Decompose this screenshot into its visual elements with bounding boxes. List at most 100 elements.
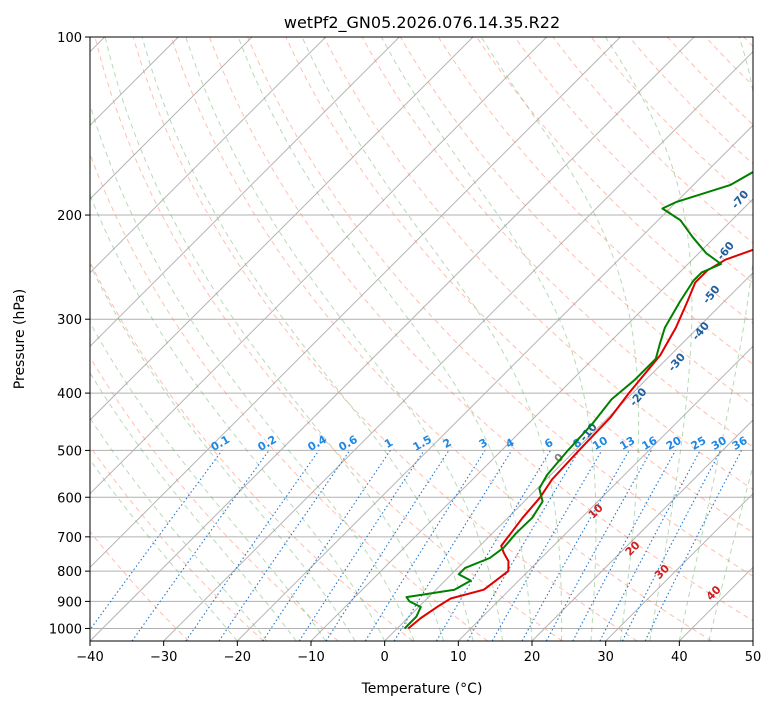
mixing-ratio-line [467,450,580,641]
y-tick-label: 200 [57,209,82,224]
moist-adiabat [605,37,693,641]
dry-adiabat [132,37,638,641]
y-axis-label: Pressure (hPa) [12,289,28,389]
mixing-ratio-line [90,450,223,631]
moist-adiabat [90,193,386,641]
dry-adiabat [514,37,753,284]
moist-adiabat [104,37,445,641]
x-tick-label: −40 [76,650,103,665]
mixing-ratio-line [298,450,425,641]
moist-adiabat [141,37,474,641]
moist-adiabat [301,37,563,641]
moist-adiabat [90,102,415,641]
y-tick-label: 100 [57,31,82,46]
x-tick-label: 10 [450,650,467,665]
mixing-ratio-label: 3 [477,436,490,451]
dry-adiabat-label: 10 [586,501,606,521]
moist-adiabat [237,37,533,641]
dry-adiabat [437,37,753,365]
dry-adiabat [90,445,264,641]
dry-adiabat [209,37,753,622]
moist-adiabat [90,321,327,641]
mixing-ratio-line [621,450,722,641]
background-lines [90,37,753,641]
isotherm-line [90,37,327,274]
y-tick-label: 500 [57,444,82,459]
isotherm-line [90,37,474,421]
mixing-ratio-line [131,450,270,641]
moist-adiabat [90,371,297,641]
sounding-series [403,170,753,630]
mixing-ratio-line [185,450,320,641]
moist-adiabat-label: -50 [700,283,723,307]
mixing-ratio-label: 2 [441,436,454,451]
x-tick-label: 40 [671,650,688,665]
dry-adiabat [170,37,712,641]
temperature-profile [407,248,753,630]
x-tick-label: 0 [381,650,389,665]
y-tick-label: 1000 [49,622,82,637]
isotherm-line [531,419,753,641]
isotherm-line [90,37,621,569]
mixing-ratio-line [545,450,652,641]
isotherm-line [236,124,753,641]
moist-adiabat [185,37,503,641]
isotherm-line [163,50,753,641]
moist-adiabat [90,417,268,641]
dry-adiabat [90,530,190,641]
dry-adiabat-label: 30 [652,562,672,582]
dewpoint-profile [403,170,753,630]
y-tick-label: 300 [57,313,82,328]
mixing-ratio-line [218,450,351,641]
y-tick-label: 800 [57,565,82,580]
moist-adiabat [380,37,597,641]
x-tick-label: 20 [524,650,541,665]
isotherm-line [457,345,753,641]
mixing-ratio-line [572,450,676,641]
isotherm-line [90,37,400,348]
chart-title: wetPf2_GN05.2026.076.14.35.R22 [284,13,560,33]
y-tick-label: 600 [57,491,82,506]
dry-adiabat [399,37,753,407]
isotherm-line [384,271,753,641]
mixing-ratio-label: 6 [542,436,555,451]
x-tick-label: −10 [297,650,324,665]
dry-adiabat-label: 0 [552,450,567,465]
moist-adiabat [90,458,238,641]
isotherm-line [90,37,695,641]
x-tick-label: −20 [224,650,251,665]
moist-adiabat [480,37,640,641]
dry-adiabat [705,37,753,87]
dry-adiabat [743,37,753,48]
dry-adiabat [90,260,414,641]
mixing-ratio-line [262,450,391,641]
isotherm-line [605,492,753,641]
x-tick-label: −30 [150,650,177,665]
isotherm-line [310,198,753,641]
mixing-ratio-line [393,450,513,641]
x-axis-label: Temperature (°C) [361,681,483,697]
y-tick-label: 900 [57,595,82,610]
mixing-ratio-line [435,450,552,641]
mixing-ratio-line [364,450,486,641]
y-tick-label: 700 [57,531,82,546]
isotherm-line [90,37,548,495]
mixing-ratio-line [325,450,450,641]
dry-adiabat [285,37,753,534]
dry-adiabat [90,152,488,641]
dry-adiabat [590,37,753,205]
mixing-ratio-label: 4 [503,436,516,451]
mixing-ratio-line [644,450,742,641]
x-tick-label: 30 [597,650,614,665]
moist-adiabat-label: -20 [627,385,650,409]
moist-adiabat-label: -40 [689,319,712,343]
dry-adiabat [247,37,753,577]
dry-adiabat [94,37,563,641]
isotherm-line [752,640,753,641]
y-axis-ticks: 1000 900 800 700 600 500 400 300 200 100 [49,31,90,637]
x-axis-ticks: −40 −30 −20 −10 0 10 20 30 40 50 [76,641,761,665]
line-labels: 0.10.20.40.611.52346810131620253036-100-… [209,137,753,603]
y-tick-label: 400 [57,387,82,402]
plot-frame [89,36,754,642]
